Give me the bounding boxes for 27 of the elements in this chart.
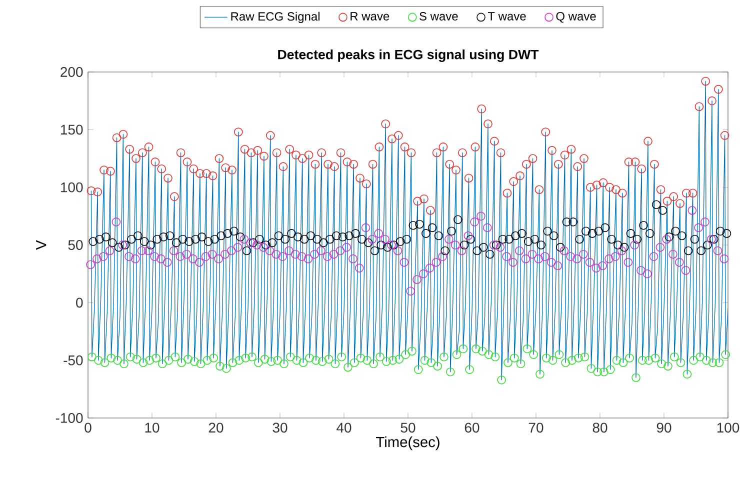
y-tick-label: -100 <box>56 413 83 423</box>
legend-label: Raw ECG Signal <box>231 12 320 24</box>
x-tick-label: 90 <box>656 422 672 433</box>
legend-label: S wave <box>420 12 458 21</box>
x-tick-label: 60 <box>464 422 480 433</box>
x-tick-label: 50 <box>400 422 416 433</box>
legend-label: T wave <box>488 12 526 20</box>
x-tick-label: 70 <box>528 422 544 433</box>
y-axis-title: V <box>36 240 46 250</box>
y-tick-label: 50 <box>68 240 83 250</box>
x-tick-label: 0 <box>84 422 92 433</box>
x-tick-label: 80 <box>592 422 608 433</box>
y-tick-label: 100 <box>61 182 83 192</box>
y-tick-label: -50 <box>64 355 83 366</box>
x-tick-label: 30 <box>272 422 288 433</box>
x-tick-label: 20 <box>208 422 224 433</box>
chart-title: Detected peaks in ECG signal using DWT <box>278 49 539 62</box>
x-tick-label: 10 <box>145 422 160 433</box>
y-tick-label: 150 <box>61 124 83 135</box>
legend-label: R wave <box>350 12 390 20</box>
y-tick-label: 200 <box>60 67 83 77</box>
x-axis-title: Time(sec) <box>376 436 440 450</box>
y-tick-label: 0 <box>76 298 83 308</box>
x-tick-label: 40 <box>336 422 352 433</box>
line-series <box>90 80 728 380</box>
x-tick-label: 100 <box>717 422 740 433</box>
legend-label: Q wave <box>556 12 596 23</box>
